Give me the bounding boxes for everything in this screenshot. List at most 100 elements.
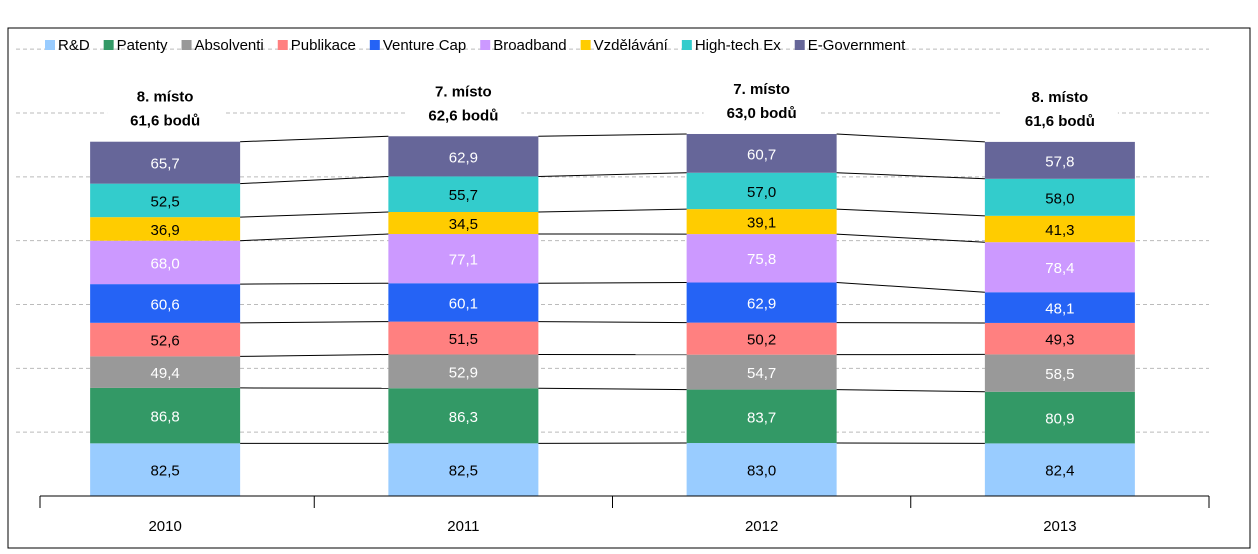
value-label: 34,5 bbox=[449, 216, 478, 233]
bar-segment bbox=[90, 183, 241, 218]
bar-segment bbox=[388, 176, 539, 212]
value-label: 86,3 bbox=[449, 409, 478, 426]
bar-segment bbox=[686, 354, 837, 390]
value-label: 49,3 bbox=[1045, 332, 1074, 349]
bar-segment bbox=[984, 391, 1135, 444]
annotation: 63,0 bodů bbox=[727, 105, 797, 122]
value-label: 77,1 bbox=[449, 252, 478, 269]
annotation-bg bbox=[703, 78, 820, 101]
x-tick-label: 2012 bbox=[745, 518, 778, 535]
x-tick-label: 2013 bbox=[1043, 518, 1076, 535]
x-tick-label: 2011 bbox=[447, 518, 479, 535]
value-label: 58,5 bbox=[1045, 366, 1074, 383]
bar-segment bbox=[388, 321, 539, 355]
value-label: 82,5 bbox=[449, 463, 478, 480]
value-label: 52,5 bbox=[151, 193, 180, 210]
legend-label: R&D bbox=[58, 37, 90, 54]
legend-label: Venture Cap bbox=[383, 37, 466, 54]
bar-segment bbox=[984, 178, 1135, 216]
legend-swatch bbox=[580, 40, 591, 50]
legend-label: Patenty bbox=[117, 37, 168, 54]
value-label: 75,8 bbox=[747, 251, 776, 268]
connector bbox=[538, 172, 687, 177]
bar-segment bbox=[388, 388, 539, 444]
bar-segment bbox=[686, 443, 837, 496]
value-label: 86,8 bbox=[151, 409, 180, 426]
bar-segment bbox=[984, 215, 1135, 243]
value-label: 52,6 bbox=[151, 333, 180, 350]
value-label: 39,1 bbox=[747, 215, 776, 232]
connector bbox=[538, 387, 687, 391]
value-label: 60,6 bbox=[151, 296, 180, 313]
x-tick-label: 2010 bbox=[148, 518, 181, 535]
value-label: 55,7 bbox=[449, 187, 478, 204]
value-label: 83,0 bbox=[747, 462, 776, 479]
bar-segment bbox=[686, 172, 837, 210]
value-label: 50,2 bbox=[747, 332, 776, 349]
value-label: 62,9 bbox=[449, 149, 478, 166]
connector bbox=[836, 281, 985, 293]
bar-segment bbox=[90, 387, 241, 444]
annotation-bg bbox=[107, 110, 224, 133]
value-label: 65,7 bbox=[151, 156, 180, 173]
value-label: 51,5 bbox=[449, 331, 478, 348]
annotation: 8. místo bbox=[1032, 89, 1089, 106]
bar-segment bbox=[984, 354, 1135, 392]
legend-label: Absolventi bbox=[195, 37, 264, 54]
bar-segment bbox=[388, 234, 539, 284]
legend-label: High-tech Ex bbox=[695, 37, 781, 54]
connector bbox=[240, 175, 389, 185]
legend-swatch bbox=[681, 40, 692, 50]
connector bbox=[836, 172, 985, 180]
connector bbox=[836, 133, 985, 143]
bar-segment bbox=[388, 283, 539, 322]
annotation: 62,6 bodů bbox=[428, 107, 498, 124]
value-label: 54,7 bbox=[747, 365, 776, 382]
bar-segment bbox=[388, 354, 539, 389]
bar-segment bbox=[90, 217, 241, 241]
bar-segment bbox=[686, 234, 837, 283]
bar-segment bbox=[984, 242, 1135, 293]
annotation: 8. místo bbox=[137, 89, 194, 106]
value-label: 60,1 bbox=[449, 295, 478, 312]
connector bbox=[538, 208, 687, 213]
connector bbox=[836, 208, 985, 217]
legend-swatch bbox=[369, 40, 380, 50]
value-label: 68,0 bbox=[151, 255, 180, 272]
annotation: 61,6 bodů bbox=[130, 113, 200, 130]
value-label: 41,3 bbox=[1045, 222, 1074, 239]
legend-swatch bbox=[103, 40, 114, 50]
bar-segment bbox=[984, 292, 1135, 323]
bar-segment bbox=[388, 211, 539, 235]
bar-segment bbox=[686, 322, 837, 355]
bar-segment bbox=[388, 136, 539, 177]
bar-segment bbox=[90, 284, 241, 323]
connector bbox=[538, 133, 687, 137]
legend-swatch bbox=[480, 40, 491, 50]
legend-swatch bbox=[45, 40, 55, 50]
value-label: 60,7 bbox=[747, 146, 776, 163]
value-label: 83,7 bbox=[747, 409, 776, 426]
annotation-bg bbox=[405, 105, 522, 128]
value-label: 57,8 bbox=[1045, 153, 1074, 170]
value-label: 48,1 bbox=[1045, 301, 1074, 318]
bar-segment bbox=[984, 322, 1135, 355]
bar-segment bbox=[984, 141, 1135, 179]
bar-segment bbox=[90, 443, 241, 496]
bar-segment bbox=[90, 141, 241, 184]
connector bbox=[240, 211, 389, 218]
connector bbox=[538, 281, 687, 284]
value-label: 78,4 bbox=[1045, 260, 1074, 277]
bar-segment bbox=[686, 389, 837, 444]
bar-segment bbox=[686, 209, 837, 235]
connector bbox=[240, 135, 389, 143]
value-label: 62,9 bbox=[747, 296, 776, 313]
connector bbox=[538, 321, 687, 324]
legend-label: E-Government bbox=[808, 37, 906, 54]
value-label: 49,4 bbox=[151, 365, 180, 382]
value-label: 80,9 bbox=[1045, 411, 1074, 428]
legend-label: Publikace bbox=[291, 37, 356, 54]
annotation: 7. místo bbox=[733, 81, 790, 98]
legend-swatch bbox=[794, 40, 805, 50]
